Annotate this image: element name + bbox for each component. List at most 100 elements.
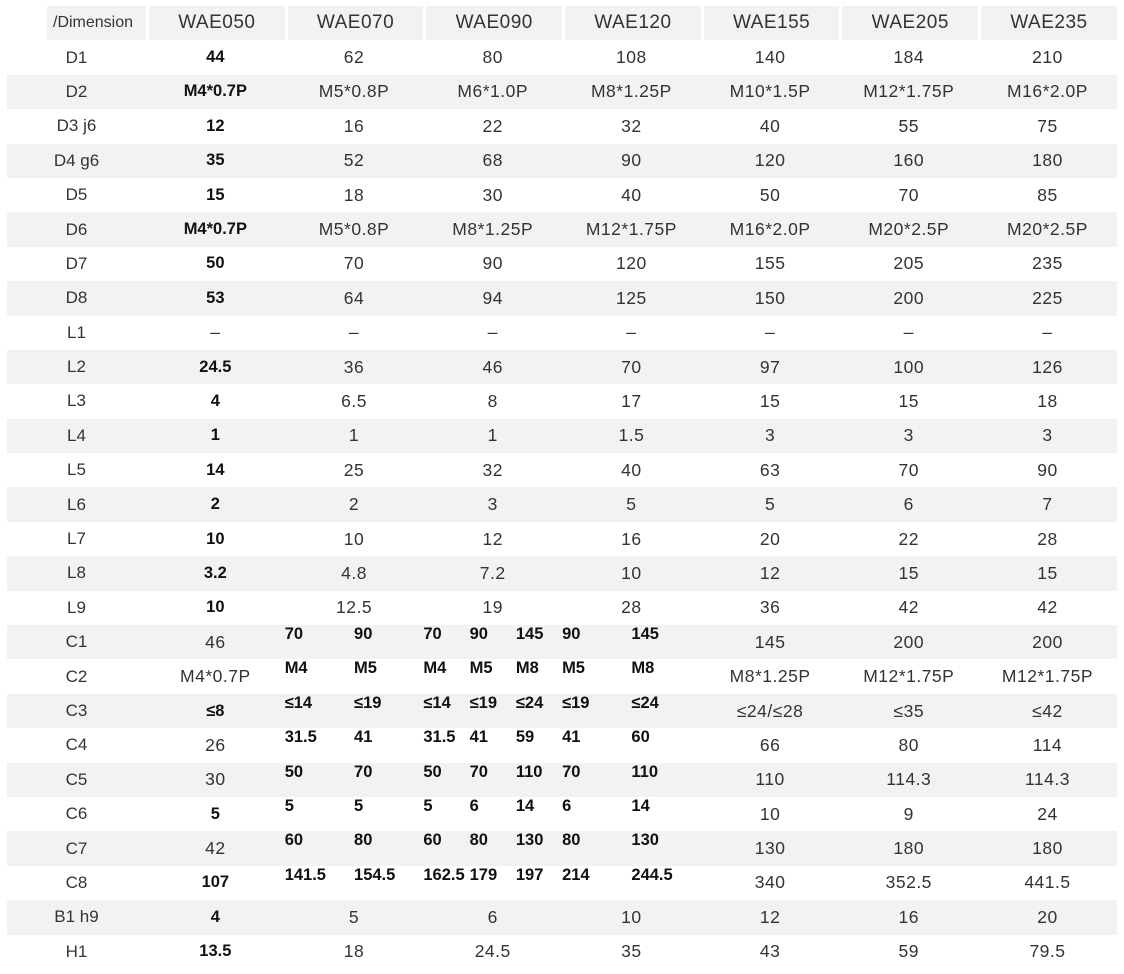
table-cell: 35 — [562, 935, 701, 969]
table-cell: 70 — [562, 350, 701, 384]
table-cell: 16 — [285, 109, 424, 143]
cell-value: 70 — [898, 184, 920, 205]
table-cell: 10 — [146, 522, 285, 556]
cell-value: 3.2 — [203, 563, 227, 582]
table-cell: 114.3 — [839, 763, 978, 797]
cell-value: M20*2.5P — [868, 219, 950, 240]
table-cell: ≤8 — [146, 694, 285, 728]
cell-value: M8*1.25P — [590, 81, 672, 102]
table-cell: 162.5 179 197 — [423, 866, 562, 900]
table-cell: 200 — [839, 281, 978, 315]
table-cell: M5*0.8P — [285, 212, 424, 246]
table-cell: 4.8 — [285, 556, 424, 590]
table-cell: 3 — [978, 419, 1117, 453]
cell-value: 5 — [354, 796, 364, 815]
table-cell: 68 — [423, 144, 562, 178]
cell-value: 28 — [621, 597, 642, 618]
table-cell: 32 — [562, 109, 701, 143]
table-cell: 6.5 — [285, 384, 424, 418]
table-cell: 352.5 — [839, 866, 978, 900]
cell-value: M4*0.7P — [183, 220, 247, 239]
cell-value: – — [348, 322, 360, 343]
table-row: L1 – – – – – – – — [7, 316, 1117, 350]
table-cell: 5 — [562, 487, 701, 521]
table-cell: 114 — [978, 728, 1117, 762]
cell-value: 32 — [482, 459, 503, 480]
table-cell: 85 — [978, 178, 1117, 212]
table-cell: M20*2.5P — [839, 212, 978, 246]
cell-value: 60 — [423, 831, 442, 850]
table-cell: 7 — [978, 487, 1117, 521]
table-cell: 30 — [423, 178, 562, 212]
column-header: WAE120 — [562, 6, 701, 41]
cell-value: M16*2.0P — [1007, 81, 1088, 102]
cell-value: 18 — [343, 941, 365, 962]
table-cell: M12*1.75P — [562, 212, 701, 246]
table-cell: M16*2.0P — [978, 75, 1117, 109]
cell-value: 4 — [210, 391, 220, 410]
table-cell: ≤14 ≤19 — [285, 694, 424, 728]
table-cell: 24 — [978, 797, 1117, 831]
cell-value: 35 — [621, 941, 642, 962]
table-cell: 100 — [839, 350, 978, 384]
cell-value: 75 — [1037, 115, 1058, 136]
table-cell: 90 145 — [562, 625, 701, 659]
table-cell: 15 — [839, 384, 978, 418]
table-row: D5 15 18 30 40 50 70 85 — [7, 178, 1117, 212]
cell-value: M16*2.0P — [729, 219, 811, 240]
cell-value: M8*1.25P — [452, 219, 534, 240]
table-cell: 90 — [562, 144, 701, 178]
cell-value: 110 — [515, 762, 543, 781]
table-cell: 140 — [701, 40, 840, 74]
table-cell: 160 — [839, 144, 978, 178]
table-cell: 59 — [839, 935, 978, 969]
cell-value: 15 — [898, 390, 920, 411]
table-cell: 205 — [839, 247, 978, 281]
cell-value: 150 — [754, 287, 786, 308]
table-row: C7 42 60 80 60 80 130 80 130 130 180 180 — [7, 831, 1117, 866]
table-cell: 75 — [978, 109, 1117, 143]
table-cell: 130 — [701, 831, 840, 865]
table-cell: ≤14 ≤19 ≤24 — [423, 694, 562, 728]
table-cell: 43 — [701, 935, 840, 969]
table-row: D7 50 70 90 120 155 205 235 — [7, 247, 1117, 281]
cell-value: M6*1.0P — [457, 81, 529, 102]
row-label: L5 — [67, 460, 86, 480]
table-cell: M5 M8 — [562, 659, 701, 693]
row-label: C3 — [65, 701, 88, 720]
table-cell: 120 — [701, 144, 840, 178]
table-row: L2 24.5 36 46 70 97 100 126 — [7, 349, 1117, 385]
cell-value: 41 — [562, 728, 581, 747]
cell-value: 1 — [348, 425, 360, 446]
cell-value: 16 — [898, 906, 920, 927]
cell-value: 90 — [621, 150, 642, 171]
table-cell: 42 — [978, 591, 1117, 625]
cell-value: 80 — [469, 831, 488, 850]
table-cell: – — [146, 316, 285, 350]
row-label: L4 — [67, 425, 86, 445]
cell-value: 160 — [893, 150, 925, 171]
table-cell: – — [285, 316, 424, 350]
table-cell: 22 — [423, 109, 562, 143]
table-cell: 20 — [701, 522, 840, 556]
table-cell: 80 130 — [562, 831, 701, 865]
cell-value: 12 — [206, 116, 225, 135]
table-cell: 70 — [285, 247, 424, 281]
cell-value: 5 — [423, 796, 433, 815]
cell-value: 16 — [621, 528, 642, 549]
table-cell: 5 — [285, 900, 424, 934]
table-body: D1 44 62 80 108 140 184 210 D2 M4*0.7P M5*0.8P M6*1… — [7, 40, 1117, 969]
table-cell: 80 — [839, 728, 978, 762]
table-cell: 70 90 — [285, 625, 424, 659]
table-row: C1 46 70 90 70 90 145 90 145 145 200 200 — [7, 625, 1117, 660]
table-cell: 114.3 — [978, 763, 1117, 797]
table-row: C2 M4*0.7P M4 M5 M4 M5 M8 M5 M8 M8*1.25P M12*1.75P… — [7, 659, 1117, 693]
table-cell: 50 — [701, 178, 840, 212]
cell-value: 214 — [562, 865, 590, 884]
cell-value: – — [903, 322, 914, 343]
cell-value: 155 — [754, 253, 786, 274]
table-row: D2 M4*0.7P M5*0.8P M6*1.0P M8*1.25P M10*1.5P M… — [7, 74, 1117, 110]
row-label: D4 g6 — [53, 150, 100, 170]
cell-value: 9 — [903, 803, 914, 824]
table-cell: ≤35 — [839, 694, 978, 728]
